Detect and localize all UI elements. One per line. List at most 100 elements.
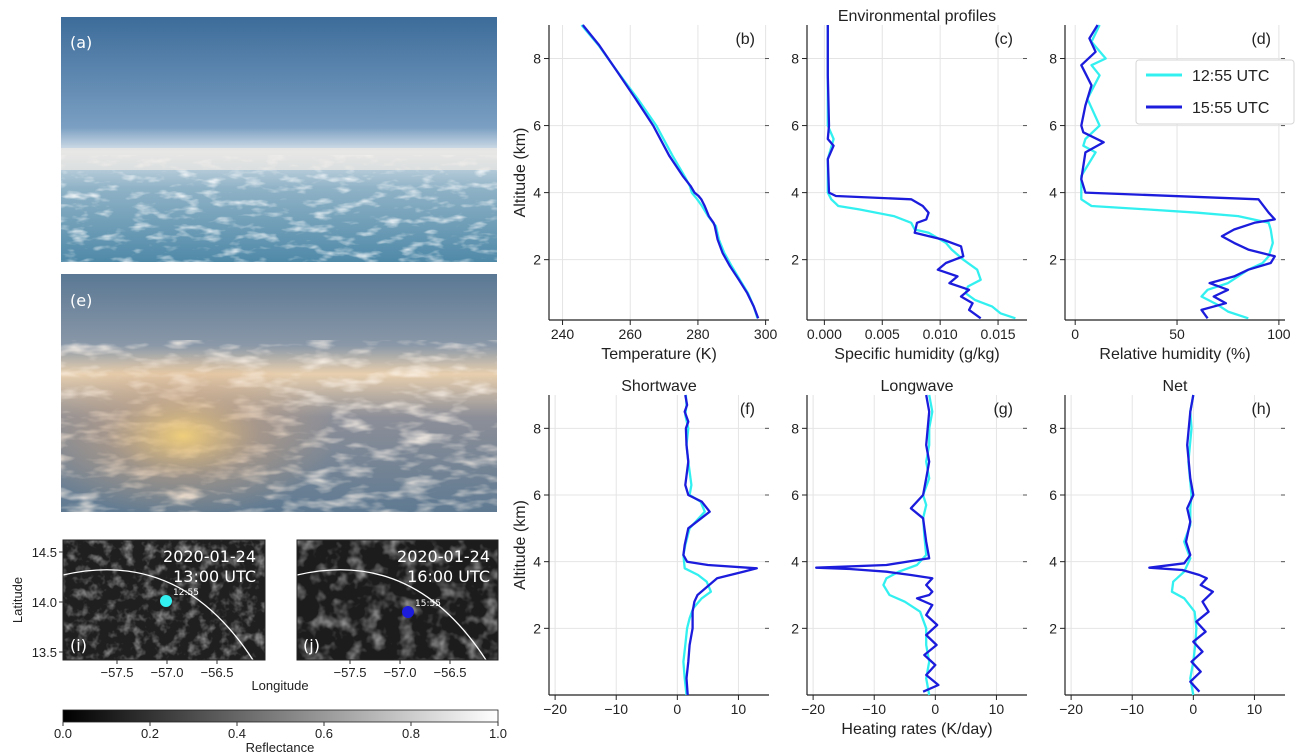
- map-j-point-label: 15:55: [415, 599, 441, 609]
- map-j-point: [402, 606, 414, 618]
- series-line-1255utc: [580, 24, 759, 319]
- panel-c: 0.000 0.005 0.010 0.015 2 4 6 8 (c) Environmental…: [791, 8, 1027, 363]
- series-line-1555utc: [682, 394, 758, 696]
- y-tick-label: 8: [791, 51, 799, 67]
- map-i-point: [160, 595, 172, 607]
- x-axis-label: Specific humidity (g/kg): [834, 346, 999, 363]
- y-tick-label: 6: [791, 487, 799, 503]
- map-i-date: 2020-01-24: [163, 547, 256, 566]
- map-i: 2020-01-24 13:00 UTC 12:55 (i): [62, 539, 266, 661]
- panel-title: Net: [1163, 378, 1188, 395]
- y-tick-label: 8: [533, 51, 541, 67]
- y-tick-label: 6: [1049, 118, 1057, 134]
- x-axis-label: Temperature (K): [601, 346, 717, 363]
- x-tick-label: 0: [673, 701, 681, 717]
- map-i-xtick-label: −57.0: [151, 665, 184, 680]
- x-tick-label: 10: [989, 701, 1005, 717]
- series-line-1255utc: [1080, 24, 1274, 320]
- x-tick-label: 0.005: [865, 326, 900, 342]
- colorbar-label: Reflectance: [246, 740, 315, 755]
- flight-track: [63, 569, 254, 660]
- map-i-label: (i): [70, 636, 87, 655]
- x-tick-label: −10: [1120, 701, 1144, 717]
- panel-label: (b): [735, 31, 755, 48]
- y-tick-label: 2: [1049, 252, 1057, 268]
- colorbar-tick-label: 0.6: [315, 726, 333, 741]
- x-tick-label: −20: [801, 701, 825, 717]
- x-tick-label: −20: [543, 701, 567, 717]
- series-line-1555utc: [815, 394, 940, 693]
- panel-g: −20 −10 0 10 2 4 6 8 (g) Longwave Heating rates (K…: [791, 378, 1027, 738]
- flight-track: [297, 569, 487, 660]
- panel-label: (f): [740, 401, 755, 418]
- panel-label: (d): [1251, 31, 1271, 48]
- series-line-1255utc: [1170, 394, 1198, 696]
- x-tick-label: 0: [1071, 326, 1079, 342]
- panel-title: Environmental profiles: [838, 8, 996, 25]
- map-i-time: 13:00 UTC: [173, 567, 256, 586]
- panel-label: (h): [1251, 401, 1271, 418]
- map-axes: 14.5 14.0 13.5 Latitude −57.5 −57.0 −56.…: [10, 545, 466, 693]
- colorbar-tick-label: 0.2: [141, 726, 159, 741]
- map-i-point-label: 12:55: [173, 588, 199, 598]
- y-tick-label: 2: [533, 252, 541, 268]
- panel-title: Longwave: [881, 378, 954, 395]
- y-tick-label: 8: [1049, 420, 1057, 436]
- y-tick-label: 2: [533, 620, 541, 636]
- x-tick-label: 0.000: [807, 326, 842, 342]
- y-tick-label: 8: [533, 420, 541, 436]
- series-line-1555utc: [1080, 24, 1276, 319]
- map-j-xtick-label: −57.0: [384, 665, 417, 680]
- x-tick-label: 50: [1169, 326, 1185, 342]
- legend: 12:55 UTC 15:55 UTC: [1135, 59, 1295, 125]
- y-axis-label: Altitude (km): [512, 500, 529, 590]
- map-j-time: 16:00 UTC: [407, 567, 490, 586]
- y-tick-label: 8: [791, 420, 799, 436]
- x-axis-label: Relative humidity (%): [1099, 346, 1250, 363]
- series-line-1255utc: [882, 394, 934, 696]
- panel-label: (g): [993, 401, 1013, 418]
- y-tick-label: 4: [533, 554, 541, 570]
- x-tick-label: 0: [1189, 701, 1197, 717]
- colorbar-tick-label: 1.0: [489, 726, 507, 741]
- x-tick-label: 0.010: [923, 326, 958, 342]
- panel-d: 0 50 100 2 4 6 8 (d) Relative humidity (%): [1049, 24, 1291, 363]
- series-line-1555utc: [581, 24, 760, 319]
- y-tick-label: 4: [1049, 185, 1057, 201]
- map-ytick-label: 13.5: [32, 645, 57, 660]
- panel-b: 240 260 280 300 2 4 6 8 (b) Temperature (K) Altitu…: [512, 24, 778, 363]
- map-j-xtick-label: −57.5: [334, 665, 367, 680]
- y-tick-label: 6: [533, 118, 541, 134]
- series-line-1555utc: [826, 25, 982, 320]
- series-line-1555utc: [1148, 394, 1215, 693]
- y-tick-label: 4: [1049, 554, 1057, 570]
- map-j-date: 2020-01-24: [397, 547, 490, 566]
- photo-a: [61, 17, 497, 262]
- colorbar: 0.0 0.2 0.4 0.6 0.8 1.0 Reflectance: [54, 709, 507, 755]
- panel-f: −20 −10 0 10 2 4 6 8 (f) Shortwave Altitude (km): [512, 378, 769, 717]
- map-j: 2020-01-24 16:00 UTC 15:55 (j): [296, 539, 499, 661]
- panel-title: Shortwave: [621, 378, 697, 395]
- x-tick-label: 260: [619, 326, 643, 342]
- x-tick-label: 10: [1247, 701, 1263, 717]
- panel-label: (c): [994, 31, 1013, 48]
- series-line-1255utc: [682, 394, 713, 696]
- y-axis-label: Altitude (km): [512, 128, 529, 218]
- y-tick-label: 6: [533, 487, 541, 503]
- map-ytick-label: 14.0: [32, 595, 57, 610]
- x-tick-label: 240: [551, 326, 575, 342]
- y-tick-label: 6: [1049, 487, 1057, 503]
- map-j-xtick-label: −56.5: [434, 665, 467, 680]
- colorbar-tick-label: 0.4: [228, 726, 246, 741]
- x-tick-label: 10: [731, 701, 747, 717]
- x-tick-label: 300: [754, 326, 778, 342]
- photo-e-label: (e): [70, 291, 92, 310]
- map-ytick-label: 14.5: [32, 545, 57, 560]
- photo-e: [61, 274, 497, 512]
- x-tick-label: −20: [1059, 701, 1083, 717]
- map-i-xtick-label: −57.5: [101, 665, 134, 680]
- y-tick-label: 4: [533, 185, 541, 201]
- x-tick-label: −10: [862, 701, 886, 717]
- panel-h: −20 −10 0 10 2 4 6 8 (h) Net: [1049, 378, 1285, 717]
